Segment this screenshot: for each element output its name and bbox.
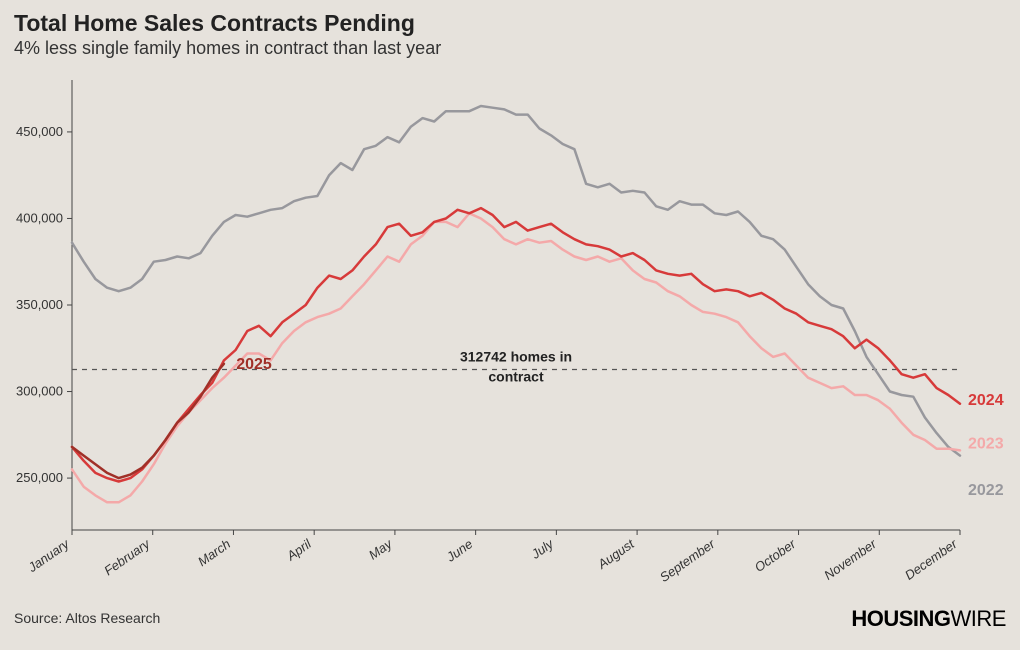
svg-text:December: December	[902, 536, 960, 583]
svg-text:November: November	[821, 536, 879, 583]
svg-text:March: March	[195, 536, 233, 569]
series-label-2023: 2023	[968, 435, 1004, 452]
line-chart: 250,000 300,000 350,000 400,000 450,000 Janua…	[0, 0, 1020, 650]
series-2022	[72, 106, 960, 456]
series-label-2022: 2022	[968, 482, 1004, 499]
svg-text:August: August	[594, 535, 638, 572]
svg-text:450,000: 450,000	[16, 124, 63, 139]
svg-text:300,000: 300,000	[16, 384, 63, 399]
series-label-2024: 2024	[968, 392, 1004, 409]
svg-text:contract: contract	[488, 368, 544, 384]
svg-text:June: June	[443, 536, 476, 565]
svg-text:October: October	[752, 536, 799, 575]
svg-text:350,000: 350,000	[16, 297, 63, 312]
svg-text:April: April	[283, 536, 315, 564]
svg-text:312742 homes in: 312742 homes in	[460, 348, 572, 364]
svg-text:400,000: 400,000	[16, 210, 63, 225]
series-label-2025: 2025	[236, 356, 272, 373]
svg-text:February: February	[101, 535, 153, 578]
svg-text:250,000: 250,000	[16, 470, 63, 485]
series-2024	[72, 208, 960, 481]
svg-text:May: May	[366, 535, 396, 562]
series-2025	[72, 364, 224, 478]
svg-text:September: September	[657, 536, 718, 585]
svg-text:January: January	[24, 535, 73, 575]
svg-text:July: July	[528, 535, 558, 562]
